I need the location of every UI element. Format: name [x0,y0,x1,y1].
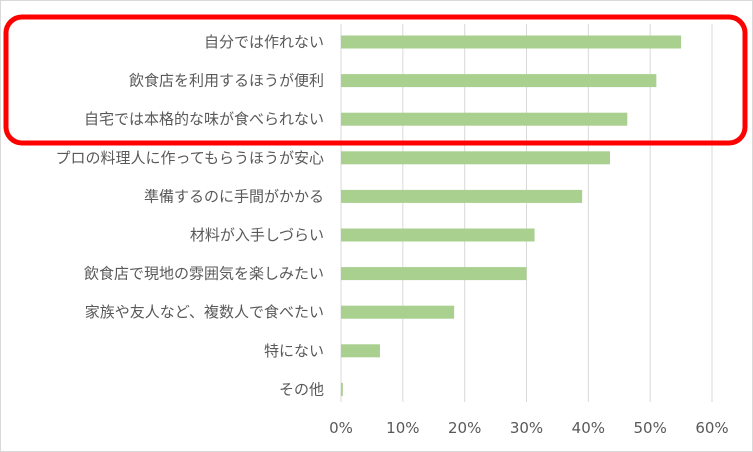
category-label: 飲食店で現地の雰囲気を楽しみたい [84,265,324,283]
highlight-box [3,14,748,146]
category-label: その他 [279,380,324,398]
x-tick-label: 40% [572,419,605,437]
category-label: 準備するのに手間がかかる [144,187,324,205]
category-label: 材料が入手しづらい [190,226,324,244]
category-label: 飲食店を利用するほうが便利 [129,72,324,90]
bar [341,228,535,242]
x-tick-label: 20% [448,419,481,437]
bar [341,151,610,165]
bar [341,305,455,319]
x-tick-label: 50% [633,419,666,437]
x-tick-labels: 0% 10% 20% 30% 40% 50% 60% [329,419,729,437]
x-tick-label: 0% [329,419,353,437]
bars [341,35,682,396]
category-labels: 自分では作れない飲食店を利用するほうが便利自宅では本格的な味が食べられないプロの… [55,33,324,398]
x-tick-label: 30% [510,419,543,437]
bar [341,267,527,281]
category-label: 自宅では本格的な味が食べられない [84,110,324,128]
bar [341,382,343,396]
category-label: プロの料理人に作ってもらうほうが安心 [55,149,324,167]
bar [341,74,657,88]
bar [341,189,583,203]
category-label: 特にない [264,342,324,360]
x-tick-label: 60% [695,419,728,437]
bar [341,35,682,49]
bar [341,344,380,358]
bar [341,112,628,126]
category-label: 自分では作れない [204,33,324,51]
category-label: 家族や友人など、複数人で食べたい [85,303,324,321]
x-tick-label: 10% [386,419,419,437]
